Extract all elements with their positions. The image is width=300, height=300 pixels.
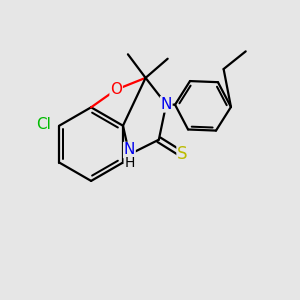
Text: O: O <box>110 82 122 97</box>
Text: N: N <box>124 142 135 158</box>
Text: Cl: Cl <box>36 117 51 132</box>
Text: N: N <box>160 97 172 112</box>
Text: S: S <box>177 146 188 164</box>
Text: H: H <box>124 156 135 170</box>
